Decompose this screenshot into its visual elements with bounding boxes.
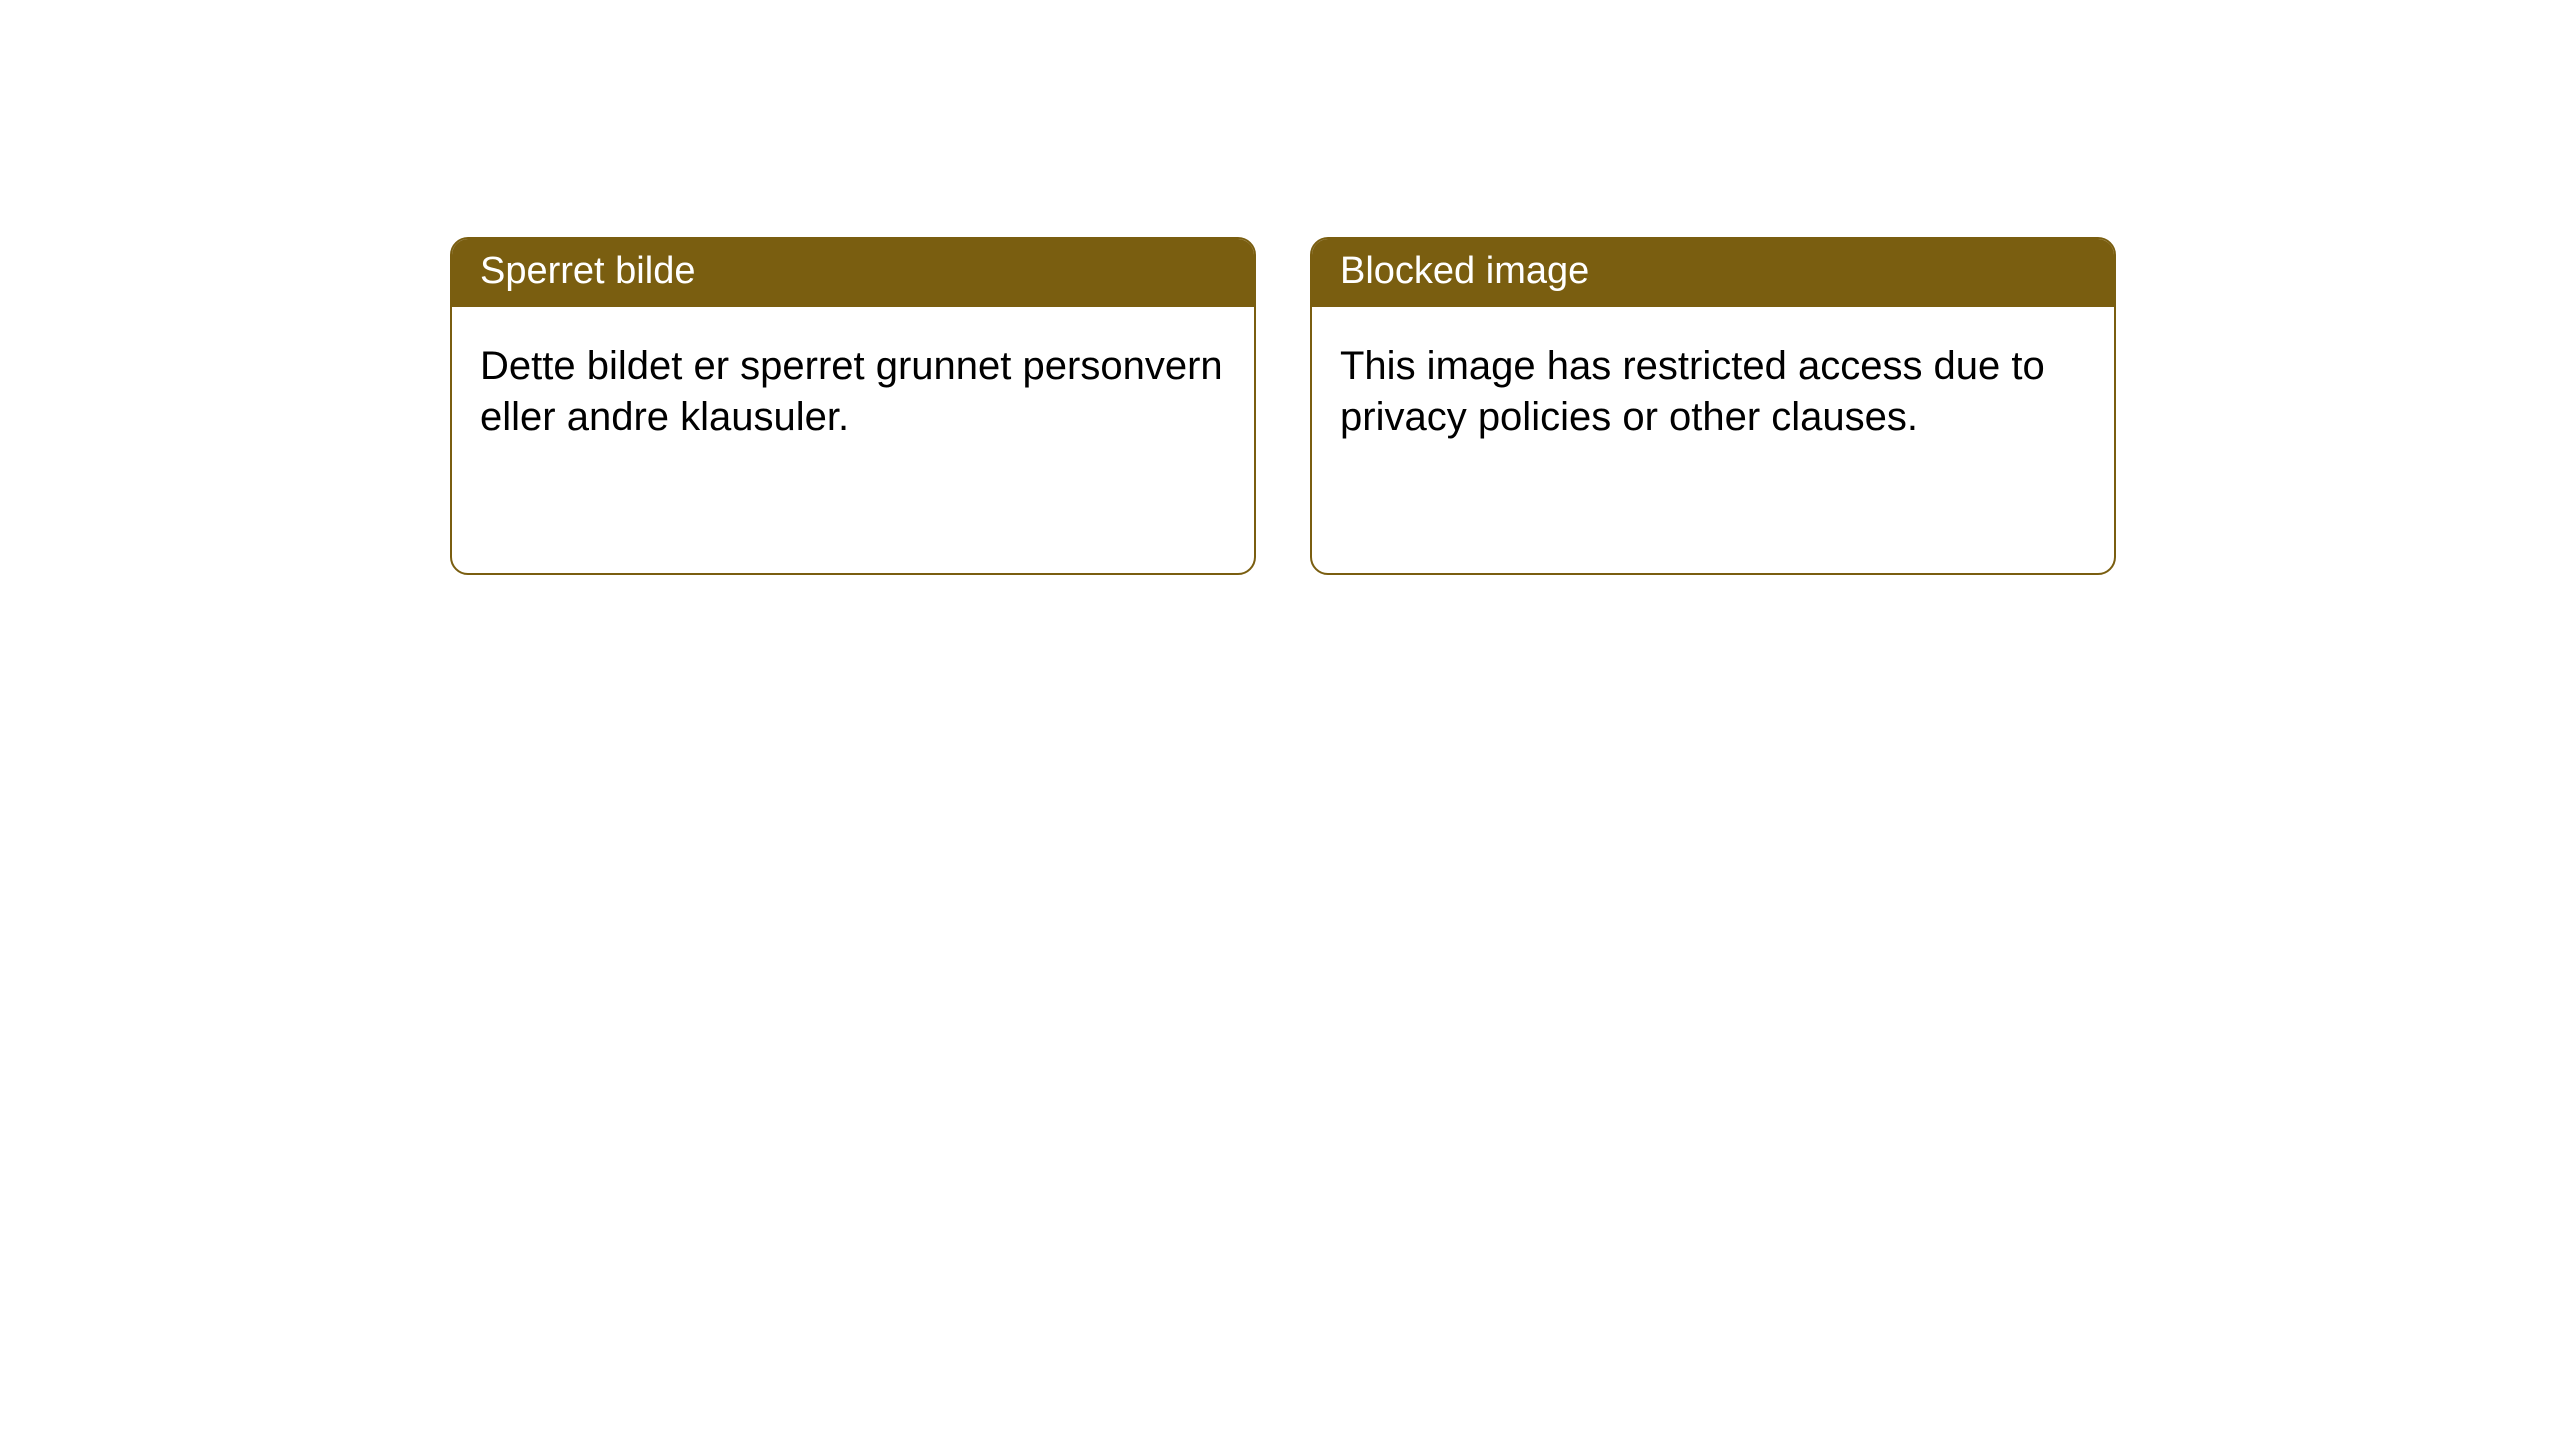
notice-card-norwegian: Sperret bilde Dette bildet er sperret gr… bbox=[450, 237, 1256, 575]
card-title: Blocked image bbox=[1312, 239, 2114, 307]
notice-cards-container: Sperret bilde Dette bildet er sperret gr… bbox=[0, 0, 2560, 575]
card-body-text: This image has restricted access due to … bbox=[1312, 307, 2114, 471]
card-body-text: Dette bildet er sperret grunnet personve… bbox=[452, 307, 1254, 471]
card-title: Sperret bilde bbox=[452, 239, 1254, 307]
notice-card-english: Blocked image This image has restricted … bbox=[1310, 237, 2116, 575]
